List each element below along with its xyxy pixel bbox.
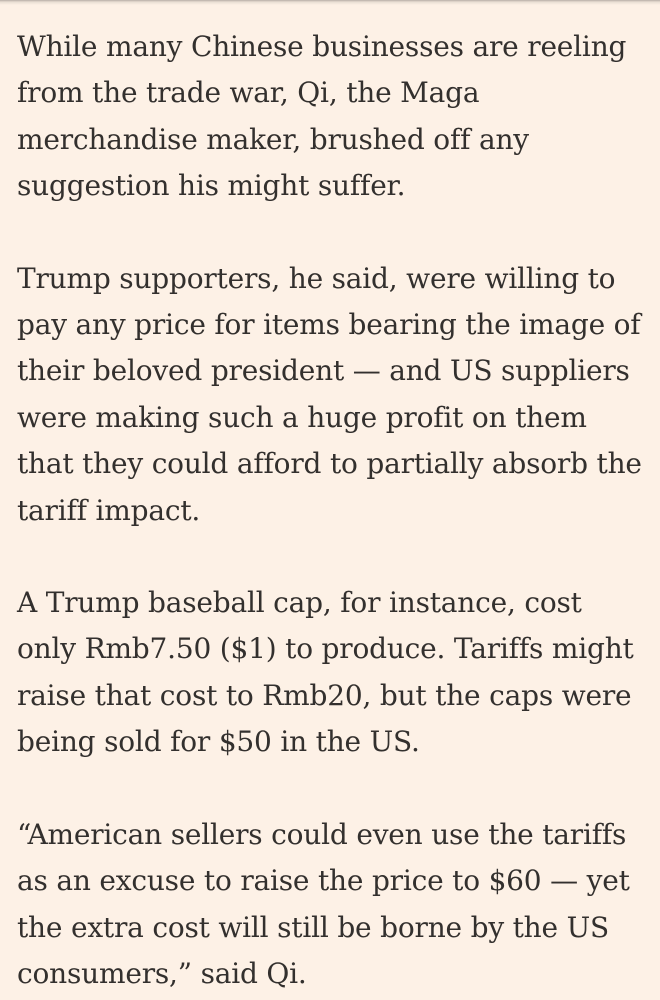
top-edge-shadow [0,0,660,5]
article-paragraph-1: While many Chinese businesses are reelin… [17,30,627,203]
article-paragraph-4: “American sellers could even use the tar… [17,817,630,990]
article-body: While many Chinese businesses are reelin… [17,24,649,997]
article-paragraph-3: A Trump baseball cap, for instance, cost… [17,586,634,759]
article-paragraph-2: Trump supporters, he said, were willing … [17,261,642,527]
